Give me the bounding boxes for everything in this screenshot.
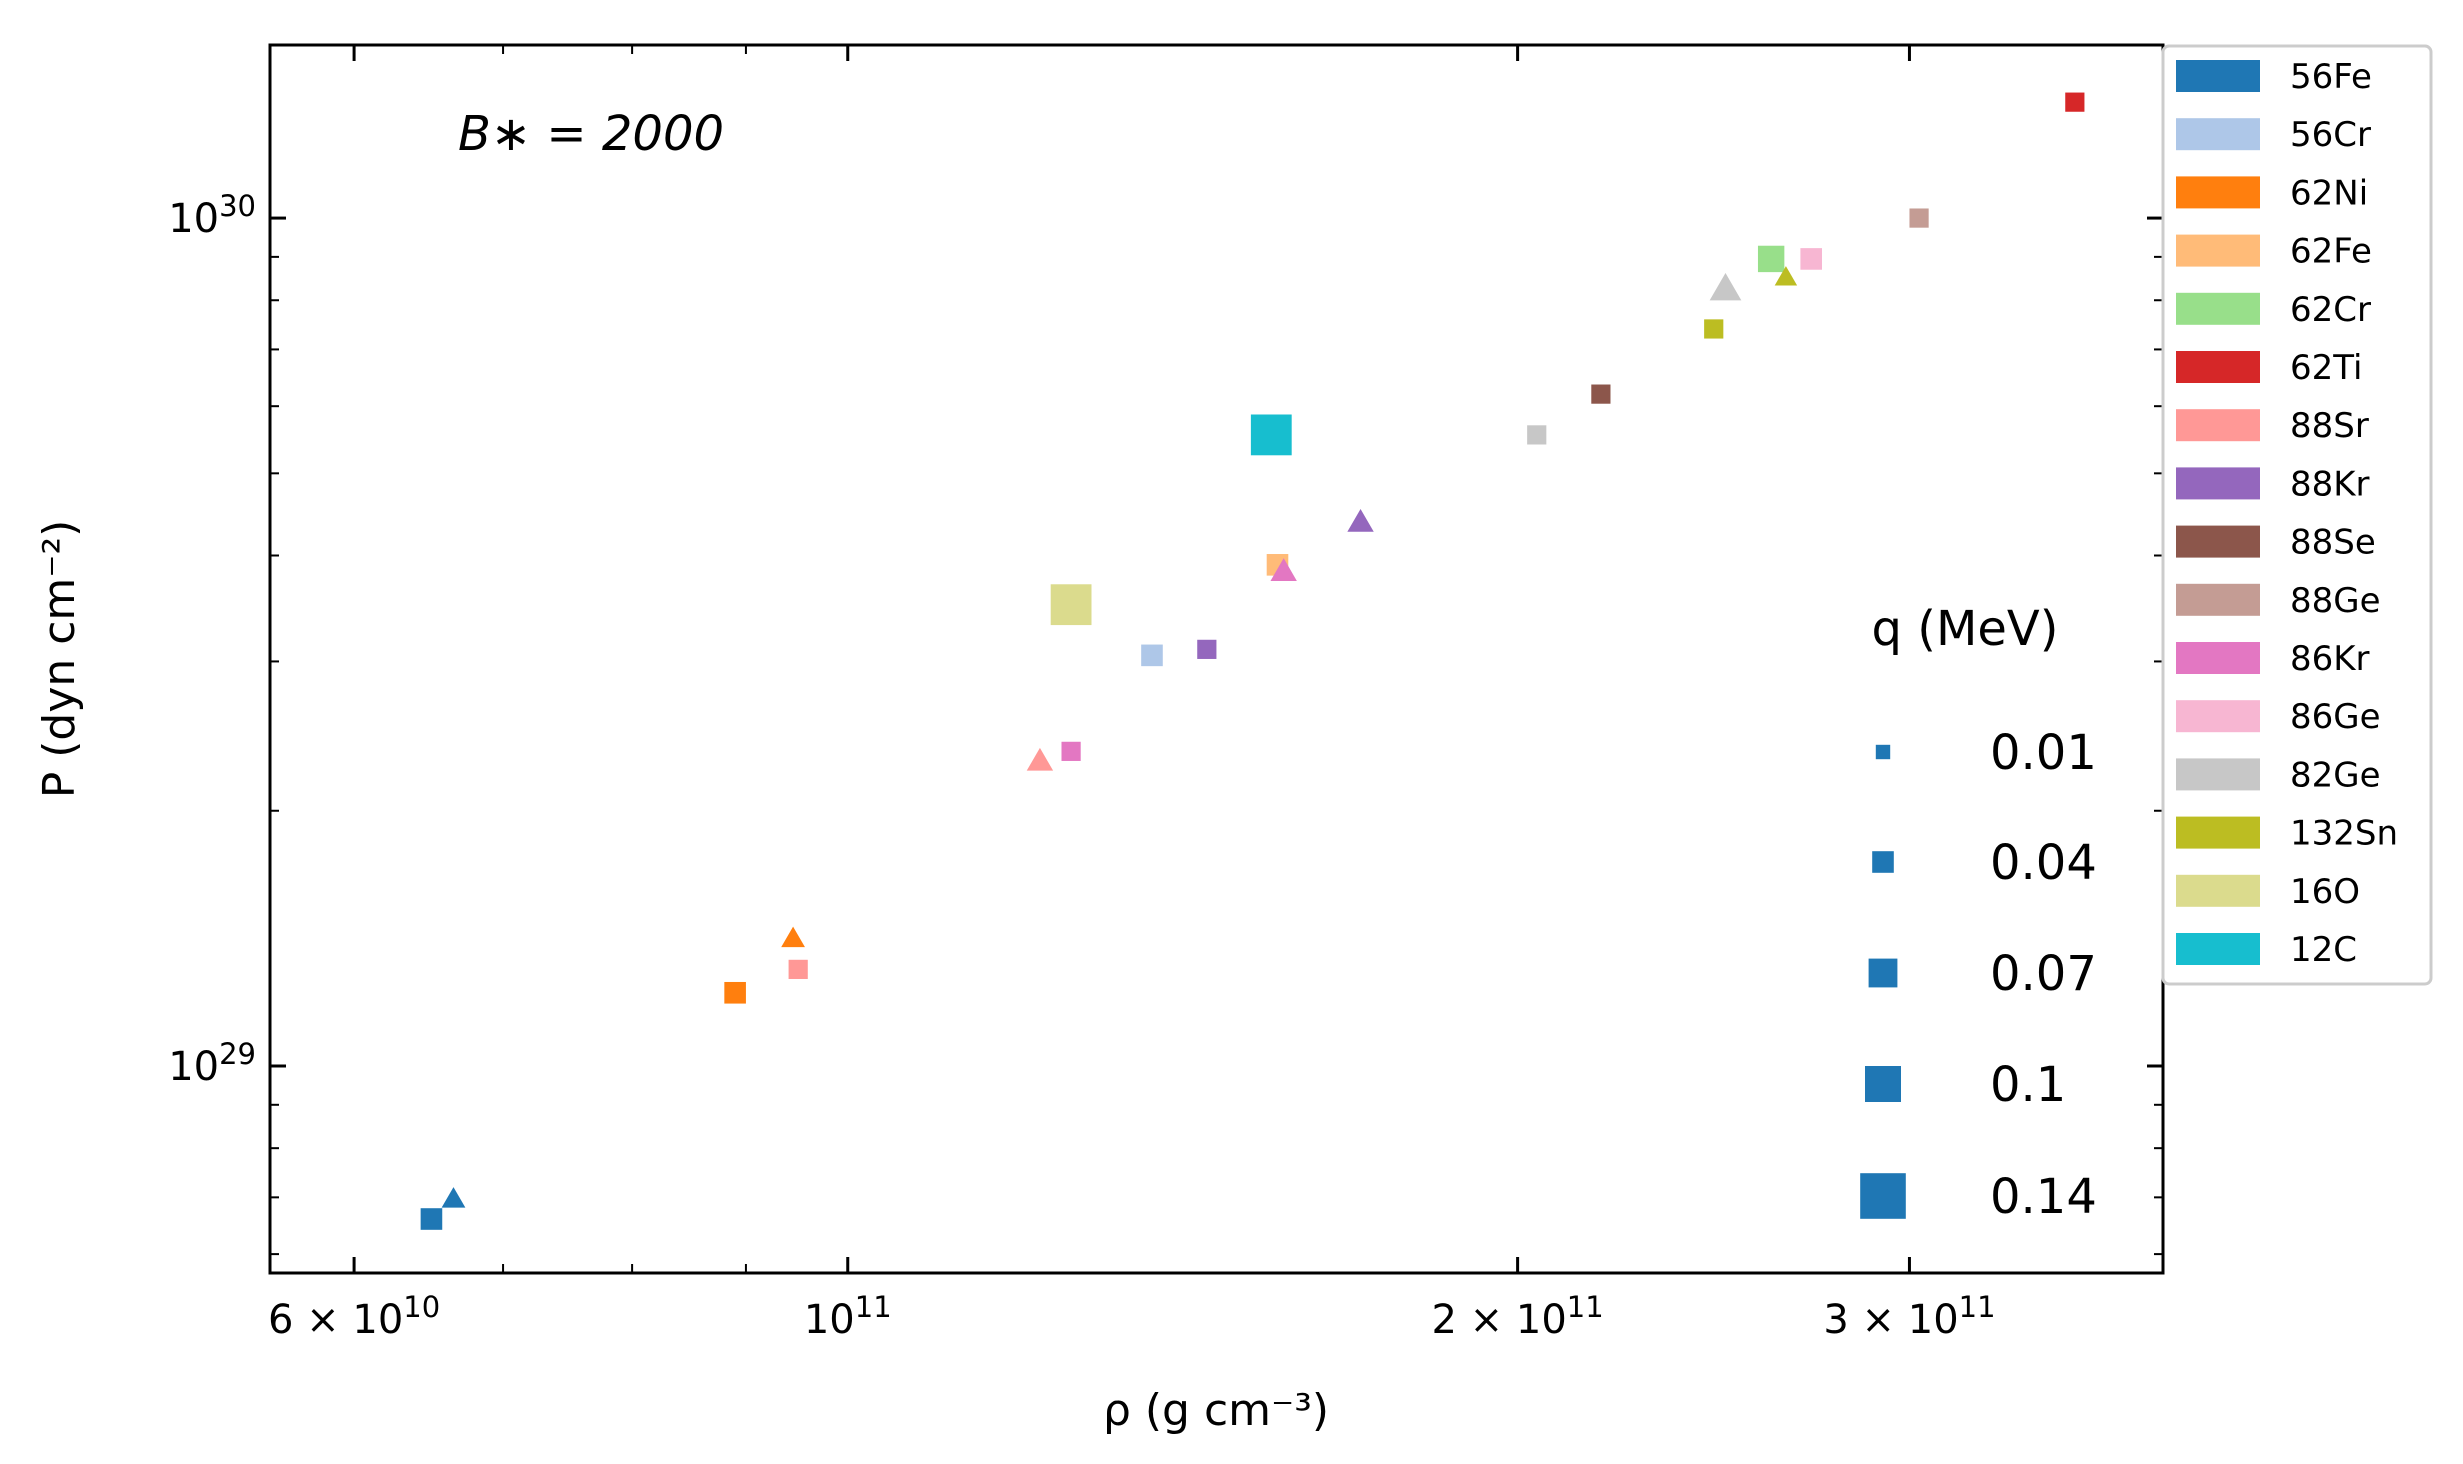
point-56fe-triangle (441, 1187, 466, 1208)
point-56fe-square (420, 1208, 443, 1230)
point-86ge-square (1800, 248, 1823, 270)
series-legend-frame (2161, 44, 2433, 986)
annotation-b-star: B∗ = 2000 (458, 106, 724, 162)
point-56cr-square (1141, 644, 1163, 667)
legend-label-88sr: 88Sr (2290, 406, 2369, 446)
legend-label-16o: 16O (2290, 872, 2360, 912)
series-legend: 56Fe 56Cr 62Ni 62Fe 62Cr 62Ti 88Sr 88Kr 88Se 88Ge… (2161, 44, 2433, 986)
legend-swatch-56fe (2176, 60, 2260, 92)
x-axis-label: ρ (g cm⁻³) (1103, 1385, 1329, 1436)
x-tick-label: 1011 (804, 1290, 892, 1343)
x-tick-label: 6 × 1010 (268, 1290, 440, 1343)
size-legend-label: 0.07 (1990, 946, 2097, 1002)
point-132sn-square (1704, 319, 1724, 339)
legend-label-82ge: 82Ge (2290, 755, 2381, 795)
axis-ticks: 6 × 1010 1011 2 × 1011 3 × 1011 1029 1030 (168, 45, 2163, 1343)
legend-swatch-62ni (2176, 176, 2260, 209)
y-tick-label: 1030 (168, 189, 256, 242)
point-88ge-square (1909, 208, 1929, 228)
x-tick-label: 3 × 1011 (1823, 1290, 1995, 1343)
legend-label-88kr: 88Kr (2290, 464, 2370, 504)
x-tick-label: 2 × 1011 (1432, 1290, 1604, 1343)
point-62ni-triangle (781, 926, 805, 948)
legend-label-88ge: 88Ge (2290, 581, 2381, 621)
point-88kr-square (1197, 639, 1217, 659)
point-132sn-triangle (1774, 266, 1798, 286)
point-86kr-triangle (1270, 558, 1297, 581)
legend-label-56cr: 56Cr (2290, 115, 2371, 155)
legend-swatch-56cr (2176, 118, 2260, 151)
point-62ti-square (2065, 92, 2085, 112)
size-legend-marker (1860, 1173, 1906, 1219)
legend-label-62fe: 62Fe (2290, 232, 2372, 272)
size-legend-marker (1865, 1066, 1901, 1102)
legend-swatch-62cr (2176, 292, 2260, 325)
size-legend-marker (1868, 958, 1898, 988)
point-82ge-square (1527, 425, 1547, 445)
legend-swatch-82ge (2176, 758, 2260, 791)
legend-label-88se: 88Se (2290, 523, 2376, 563)
legend-swatch-62ti (2176, 351, 2260, 383)
legend-swatch-16o (2176, 874, 2260, 907)
point-88kr-triangle (1347, 509, 1374, 532)
size-legend-title: q (MeV) (1872, 601, 2059, 657)
size-legend-marker (1872, 851, 1894, 873)
legend-swatch-88kr (2176, 467, 2260, 500)
legend-swatch-88se (2176, 525, 2260, 558)
legend-label-86kr: 86Kr (2290, 639, 2370, 679)
legend-swatch-88ge (2176, 583, 2260, 616)
legend-swatch-86kr (2176, 642, 2260, 674)
size-legend-label: 0.1 (1990, 1057, 2066, 1113)
legend-label-86ge: 86Ge (2290, 697, 2381, 737)
legend-swatch-88sr (2176, 409, 2260, 442)
legend-swatch-132sn (2176, 816, 2260, 849)
legend-swatch-62fe (2176, 234, 2260, 267)
point-12c-square (1250, 414, 1292, 456)
point-62ni-square (724, 981, 746, 1004)
size-legend: q (MeV) 0.01 0.04 0.07 0.1 0.14 (1860, 601, 2097, 1225)
legend-label-56fe: 56Fe (2290, 57, 2372, 97)
point-16o-square (1050, 584, 1092, 626)
point-88sr-square (788, 959, 808, 979)
legend-label-62ti: 62Ti (2290, 348, 2362, 388)
size-legend-label: 0.04 (1990, 835, 2097, 891)
point-82ge-triangle (1709, 273, 1742, 301)
point-88se-square (1591, 384, 1611, 404)
legend-label-62ni: 62Ni (2290, 173, 2368, 213)
legend-label-132sn: 132Sn (2290, 814, 2398, 854)
point-62cr-square (1757, 245, 1785, 273)
data-points (420, 92, 2085, 1230)
legend-label-62cr: 62Cr (2290, 290, 2371, 330)
legend-label-12c: 12C (2290, 930, 2357, 970)
size-legend-marker (1875, 744, 1891, 760)
size-legend-label: 0.14 (1990, 1169, 2097, 1225)
y-axis-label: P (dyn cm⁻²) (34, 520, 85, 799)
size-legend-label: 0.01 (1990, 725, 2097, 781)
legend-swatch-12c (2176, 933, 2260, 965)
point-86kr-square (1061, 741, 1081, 761)
point-88sr-triangle (1026, 747, 1054, 771)
legend-swatch-86ge (2176, 700, 2260, 733)
y-tick-label: 1029 (168, 1037, 256, 1090)
